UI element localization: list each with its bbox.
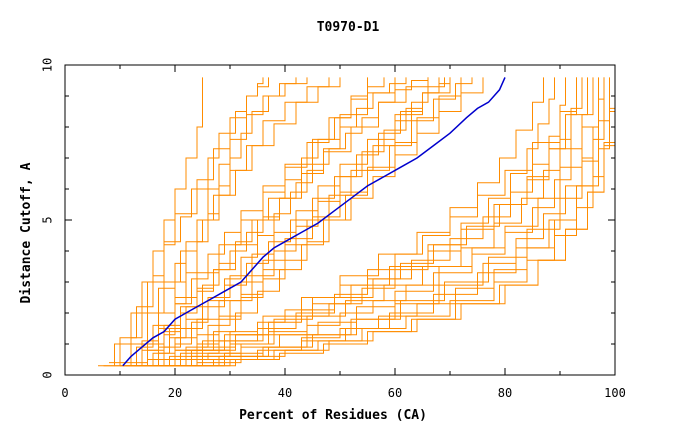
series-line-32 (147, 77, 544, 367)
series-line-5 (120, 77, 341, 364)
x-tick-label: 40 (278, 386, 292, 400)
x-axis-ticks: 0 20 40 60 80 100 (61, 65, 626, 400)
x-tick-label: 60 (388, 386, 402, 400)
series-line-36 (191, 77, 616, 367)
y-tick-label: 5 (41, 216, 55, 223)
series-line-3 (109, 77, 264, 364)
series-line-1 (98, 77, 203, 367)
series-line-34 (180, 77, 610, 367)
series-line-17 (125, 77, 297, 367)
series-group (98, 77, 616, 367)
x-tick-label: 0 (61, 386, 68, 400)
x-tick-label: 20 (168, 386, 182, 400)
chart-title: T0970-D1 (317, 20, 380, 35)
series-line-19 (175, 77, 445, 367)
series-line-29 (142, 77, 566, 367)
x-axis-label: Percent of Residues (CA) (239, 408, 427, 423)
y-tick-label: 0 (41, 371, 55, 378)
series-line-20 (153, 77, 308, 367)
series-line-25 (153, 77, 616, 367)
y-axis-ticks: 0 5 10 (41, 58, 615, 379)
series-line-23 (142, 77, 599, 367)
y-tick-label: 10 (41, 58, 55, 72)
series-line-14 (142, 77, 385, 367)
series-line-33 (169, 77, 616, 367)
series-line-12 (147, 77, 440, 367)
series-line-16 (164, 77, 451, 367)
series-line-15 (158, 77, 407, 367)
series-line-35 (153, 77, 583, 367)
y-axis-label: Distance Cutoff, A (19, 162, 34, 303)
series-line-24 (147, 77, 605, 367)
x-tick-label: 100 (604, 386, 626, 400)
x-tick-label: 80 (498, 386, 512, 400)
highlight-series-line (122, 77, 506, 367)
highlight-series-group (122, 77, 506, 367)
